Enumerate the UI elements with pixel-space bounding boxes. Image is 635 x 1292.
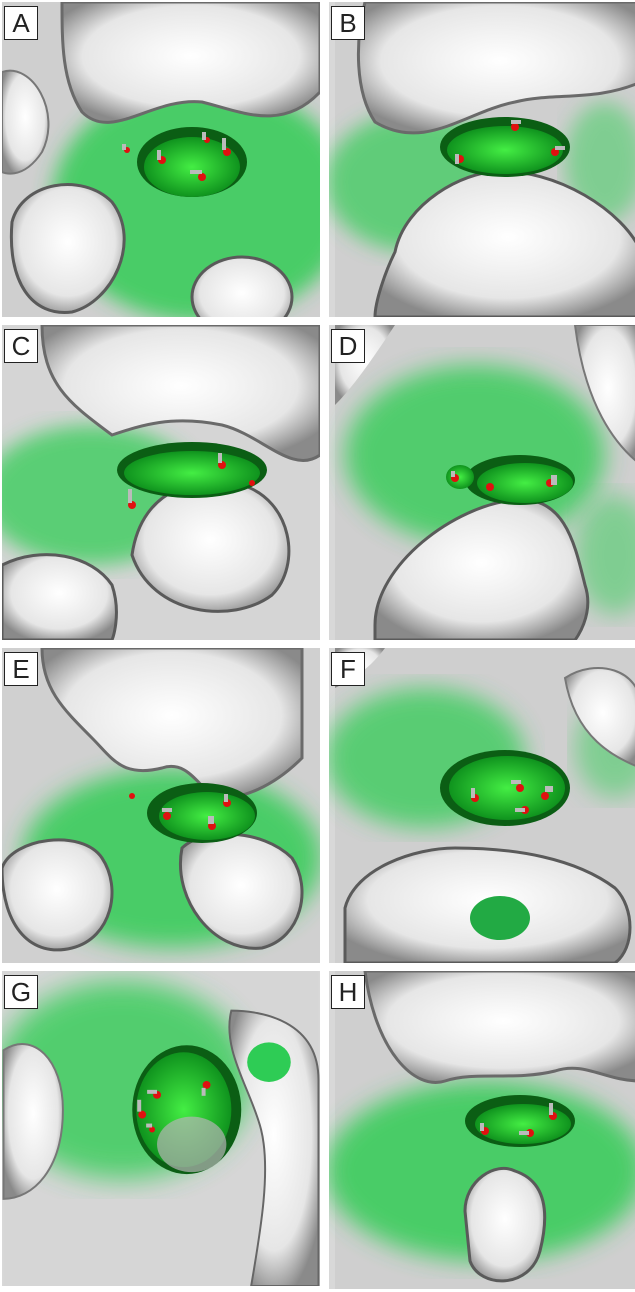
panel-label: H <box>331 975 365 1009</box>
surface-render-d <box>335 325 635 640</box>
water-molecules-h <box>480 1103 557 1137</box>
surface-render-c <box>2 325 320 640</box>
panel-label: G <box>4 975 38 1009</box>
surface-render-f <box>329 648 635 963</box>
panel-e: E <box>2 648 320 963</box>
panel-c: C <box>2 325 320 640</box>
panel-g: G <box>2 971 320 1286</box>
panel-label: D <box>331 329 365 363</box>
panel-d: D <box>329 325 635 640</box>
surface-render-h <box>329 971 635 1289</box>
water-molecules-a <box>122 132 231 181</box>
surface-render-g <box>2 971 320 1286</box>
panel-label: B <box>331 6 365 40</box>
water-molecules-b <box>455 120 565 164</box>
panel-b: B <box>329 2 635 317</box>
water-molecules-e <box>129 793 231 830</box>
panel-label: C <box>4 329 38 363</box>
surface-render-a <box>2 2 320 317</box>
panel-label: E <box>4 652 38 686</box>
panel-h: H <box>329 971 635 1289</box>
panel-label: A <box>4 6 38 40</box>
water-molecules-d <box>451 471 557 491</box>
panel-label: F <box>331 652 365 686</box>
water-molecules-c <box>128 453 255 509</box>
water-molecules-g <box>137 1080 211 1133</box>
surface-render-b <box>329 2 635 317</box>
panel-a: A <box>2 2 320 317</box>
panel-f: F <box>329 648 635 963</box>
water-molecules-f <box>471 780 553 814</box>
surface-render-e <box>2 648 320 963</box>
